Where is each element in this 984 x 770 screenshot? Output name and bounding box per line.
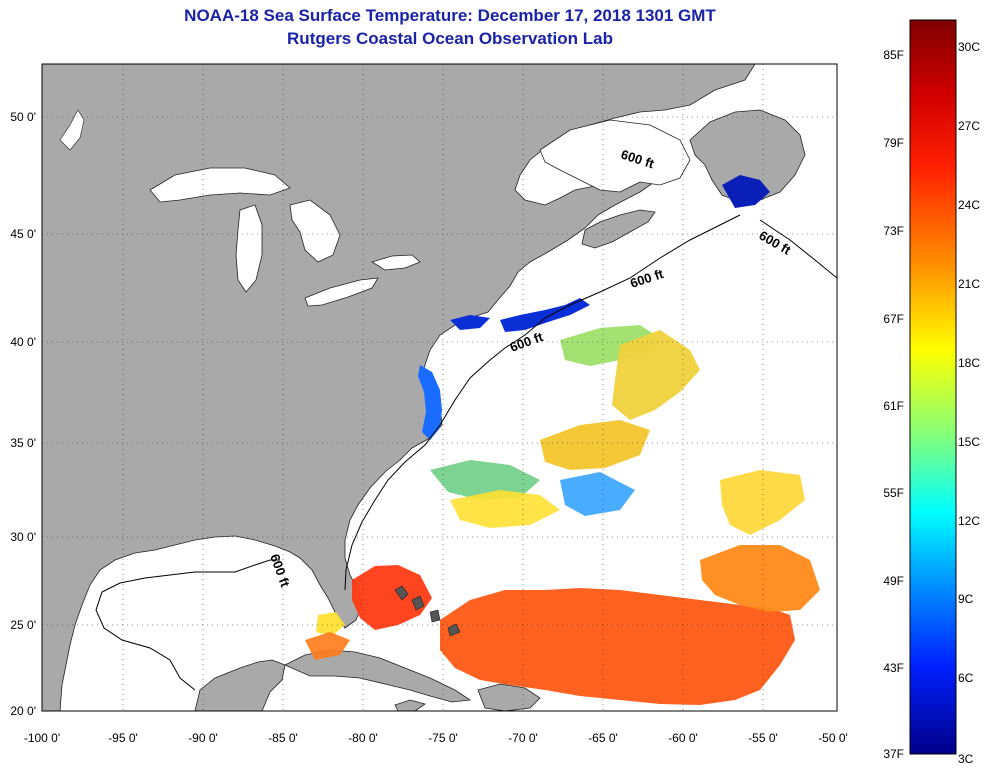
colorbar-label-c: 9C: [958, 592, 974, 606]
colorbar-label-c: 12C: [958, 514, 980, 528]
x-tick-label: -55 0': [748, 731, 778, 745]
land-newfoundland: [689, 109, 806, 203]
y-axis-ticks: 20 0' 25 0' 30 0' 35 0' 40 0' 45 0' 50 0…: [10, 110, 36, 718]
y-tick-label: 30 0': [10, 530, 36, 544]
land-cuba: [284, 649, 472, 703]
x-tick-label: -75 0': [428, 731, 458, 745]
sst-coastal-band: [418, 365, 442, 440]
map-title: NOAA-18 Sea Surface Temperature: Decembe…: [184, 6, 716, 25]
y-tick-label: 45 0': [10, 227, 36, 241]
y-tick-label: 20 0': [10, 704, 36, 718]
colorbar-label-f: 37F: [883, 747, 904, 761]
sst-patch-yellow-3: [450, 490, 560, 528]
y-tick-label: 40 0': [10, 335, 36, 349]
sst-patch-orange-gulf: [305, 632, 350, 660]
colorbar-label-f: 85F: [883, 48, 904, 62]
sst-patch-orange-east: [700, 545, 820, 612]
x-tick-label: -85 0': [268, 731, 298, 745]
lake-huron: [289, 199, 341, 263]
colorbar-label-f: 79F: [883, 136, 904, 150]
colorbar-label-c: 24C: [958, 198, 980, 212]
map-frame: [41, 63, 838, 712]
land-yucatan: [194, 659, 286, 711]
colorbar-label-f: 49F: [883, 574, 904, 588]
sst-patch-yellow-fl: [316, 612, 345, 636]
x-axis-ticks: -100 0' -95 0' -90 0' -85 0' -80 0' -75 …: [24, 731, 848, 745]
colorbar: [909, 19, 957, 755]
x-tick-label: -100 0': [24, 731, 60, 745]
colorbar-label-f: 61F: [883, 399, 904, 413]
sst-patch-yellow-2: [540, 420, 650, 470]
colorbar-label-c: 30C: [958, 40, 980, 54]
lake-winnipeg: [59, 109, 85, 151]
x-tick-label: -65 0': [588, 731, 618, 745]
colorbar-celsius-labels: 30C 27C 24C 21C 18C 15C 12C 9C 6C 3C: [958, 40, 980, 766]
land-jamaica: [394, 699, 426, 711]
x-tick-label: -70 0': [508, 731, 538, 745]
sst-patch-green-band: [430, 460, 540, 500]
colorbar-label-f: 55F: [883, 486, 904, 500]
land-nova-scotia: [581, 209, 656, 249]
land-hispaniola: [477, 683, 541, 711]
colorbar-label-c: 15C: [958, 435, 980, 449]
x-tick-label: -80 0': [348, 731, 378, 745]
colorbar-label-c: 18C: [958, 356, 980, 370]
sst-patch-blue-mid: [560, 472, 635, 516]
x-tick-label: -60 0': [668, 731, 698, 745]
colorbar-label-f: 73F: [883, 224, 904, 238]
map-subtitle: Rutgers Coastal Ocean Observation Lab: [287, 29, 613, 48]
colorbar-label-f: 43F: [883, 661, 904, 675]
depth-contour-600ft: [95, 214, 837, 691]
x-tick-label: -50 0': [818, 731, 848, 745]
y-tick-label: 25 0': [10, 618, 36, 632]
x-tick-label: -95 0': [108, 731, 138, 745]
sst-patch-warm-south: [440, 588, 795, 705]
colorbar-label-c: 6C: [958, 671, 974, 685]
lake-erie: [304, 277, 379, 307]
gulf-of-st-lawrence: [539, 119, 691, 193]
sst-patch-yellow-1: [612, 330, 700, 420]
lake-michigan: [235, 204, 263, 293]
colorbar-fahrenheit-labels: 85F 79F 73F 67F 61F 55F 49F 43F 37F: [883, 48, 904, 761]
sst-long-island: [450, 315, 490, 330]
lake-ontario: [371, 254, 421, 271]
x-tick-label: -90 0': [188, 731, 218, 745]
sst-newfoundland-cold: [722, 175, 770, 208]
lake-superior: [149, 167, 291, 203]
colorbar-label-c: 21C: [958, 277, 980, 291]
sst-patch-red-fl: [352, 565, 432, 630]
y-tick-label: 50 0': [10, 110, 36, 124]
colorbar-label-f: 67F: [883, 312, 904, 326]
land-bahamas: [394, 585, 461, 637]
sst-patch-yellow-east: [720, 470, 805, 535]
colorbar-label-c: 3C: [958, 752, 974, 766]
colorbar-label-c: 27C: [958, 119, 980, 133]
y-tick-label: 35 0': [10, 436, 36, 450]
